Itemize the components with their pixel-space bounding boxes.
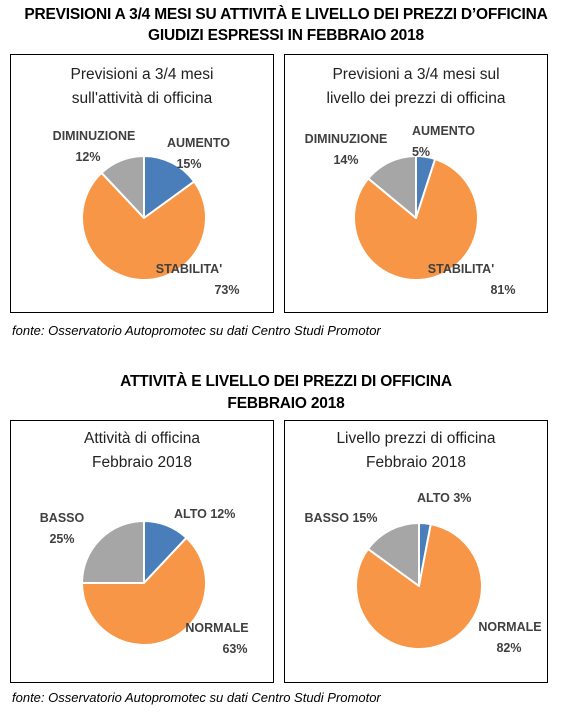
slice-name-label: AUMENTO	[167, 136, 230, 150]
slice-percent-label: 73%	[214, 283, 239, 297]
pie-chart-panel: Livello prezzi di officina Febbraio 2018…	[284, 420, 548, 683]
chart-title: Previsioni a 3/4 mesi	[70, 66, 214, 83]
chart-title: Livello prezzi di officina	[336, 430, 496, 447]
chart-subtitle: Febbraio 2018	[366, 454, 466, 471]
slice-name-label: DIMINUZIONE	[53, 129, 136, 143]
source-note: fonte: Osservatorio Autopromotec su dati…	[12, 690, 381, 705]
chart-title: Previsioni a 3/4 mesi sul	[332, 66, 500, 83]
pie-slice-diminuzione	[100, 155, 145, 219]
chart-subtitle: Febbraio 2018	[92, 454, 192, 471]
pie-chart: ALTO 3% NORMALE 82% BASSO 15%	[305, 491, 542, 655]
slice-name-label: ALTO 12%	[174, 507, 235, 521]
pie-chart: AUMENTO 5% STABILITA' 81% DIMINUZIONE 14%	[305, 124, 516, 297]
pie-slice-stabilita	[81, 171, 207, 281]
slice-percent-label: 14%	[333, 153, 358, 167]
section1-title-line2: GIUDIZI ESPRESSI IN FEBBRAIO 2018	[148, 27, 424, 44]
slice-percent-label: 63%	[222, 642, 247, 656]
slice-percent-label: 5%	[412, 145, 430, 159]
slice-percent-label: 25%	[49, 532, 74, 546]
slice-percent-label: 81%	[490, 283, 515, 297]
slice-name-label: BASSO 15%	[305, 511, 378, 525]
slice-name-label: DIMINUZIONE	[305, 132, 388, 146]
slice-name-label: AUMENTO	[412, 124, 475, 138]
chart-subtitle: livello dei prezzi di officina	[326, 90, 506, 107]
pie-slice-aumento	[143, 155, 196, 219]
pie-slice-diminuzione	[367, 155, 417, 219]
section1-title-line1: PREVISIONI A 3/4 MESI SU ATTIVITÀ E LIVE…	[24, 6, 548, 23]
slice-name-label: BASSO	[40, 511, 85, 525]
source-note: fonte: Osservatorio Autopromotec su dati…	[12, 323, 381, 338]
slice-name-label: STABILITA'	[156, 262, 222, 276]
slice-percent-label: 15%	[176, 157, 201, 171]
pie-slice-basso	[367, 522, 420, 587]
chart-subtitle: sull'attività di officina	[71, 90, 213, 107]
pie-chart-panel: Previsioni a 3/4 mesi sull'attività di o…	[10, 54, 274, 313]
pie-chart: AUMENTO 15% STABILITA' 73% DIMINUZIONE 12%	[53, 129, 240, 297]
pie-chart-panel: Previsioni a 3/4 mesi sul livello dei pr…	[284, 54, 548, 313]
chart-title: Attività di officina	[83, 430, 201, 447]
pie-slice-stabilita	[353, 158, 480, 281]
slice-percent-label: 82%	[496, 641, 521, 655]
slice-percent-label: 12%	[75, 150, 100, 164]
pie-slice-basso	[81, 520, 145, 584]
slice-name-label: ALTO 3%	[417, 491, 471, 505]
slice-name-label: NORMALE	[478, 620, 541, 634]
slice-name-label: STABILITA'	[428, 262, 494, 276]
section2-title-line2: FEBBRAIO 2018	[227, 395, 345, 412]
slice-name-label: NORMALE	[185, 621, 248, 635]
pie-chart: ALTO 12% NORMALE 63% BASSO 25%	[40, 507, 249, 656]
pie-slice-normale	[81, 536, 207, 646]
section2-title-line1: ATTIVITÀ E LIVELLO DEI PREZZI DI OFFICIN…	[120, 373, 452, 390]
pie-chart-panel: Attività di officina Febbraio 2018 ALTO …	[10, 420, 274, 683]
